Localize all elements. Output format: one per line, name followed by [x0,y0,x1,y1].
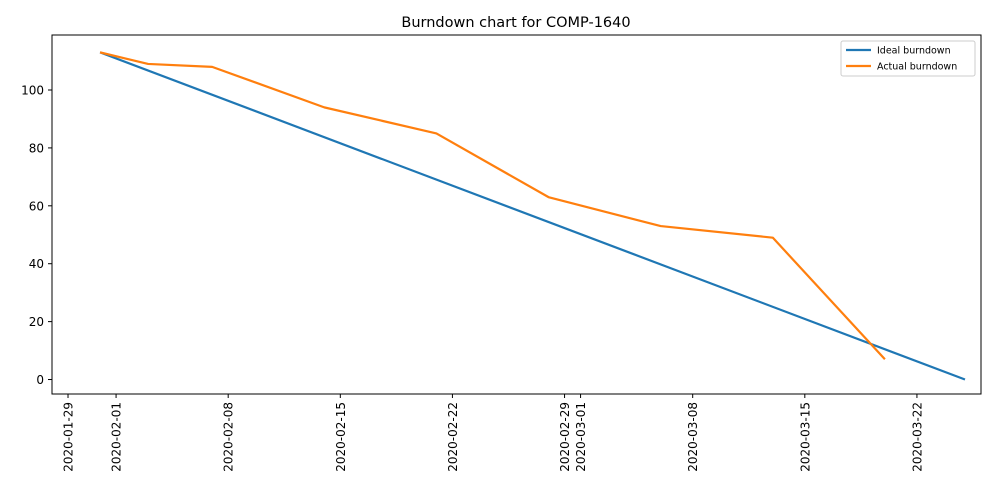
x-axis: 2020-01-29 2020-02-01 2020-02-08 2020-02-15… [62,394,924,472]
legend-label: Actual burndown [877,62,957,73]
x-tick-label: 2020-02-22 [446,402,460,472]
series-line-0 [99,51,966,381]
legend-box [840,40,976,77]
y-tick-label: 20 [29,315,44,329]
x-tick-label: 2020-03-22 [910,402,924,472]
legend-label: Ideal burndown [877,46,951,57]
y-tick-label: 40 [29,257,44,271]
series-group [99,51,966,381]
chart-title: Burndown chart for COMP-1640 [401,15,630,31]
y-tick-label: 80 [29,141,44,155]
y-tick-label: 0 [36,373,44,387]
plot-frame [51,34,982,395]
x-tick-label: 2020-02-29 [558,402,572,472]
y-tick-label: 60 [29,199,44,213]
series-line-1 [99,51,886,361]
x-tick-label: 2020-02-01 [110,402,124,472]
y-tick-label: 100 [21,84,44,98]
x-tick-label: 2020-03-01 [574,402,588,472]
x-tick-label: 2020-01-29 [62,402,76,472]
legend: Ideal burndown Actual burndown [840,40,976,77]
y-axis: 0 20 40 60 80 100 [21,84,52,387]
x-tick-label: 2020-02-15 [334,402,348,472]
x-tick-label: 2020-02-08 [222,402,236,472]
x-tick-label: 2020-03-15 [798,402,812,472]
x-tick-label: 2020-03-08 [686,402,700,472]
